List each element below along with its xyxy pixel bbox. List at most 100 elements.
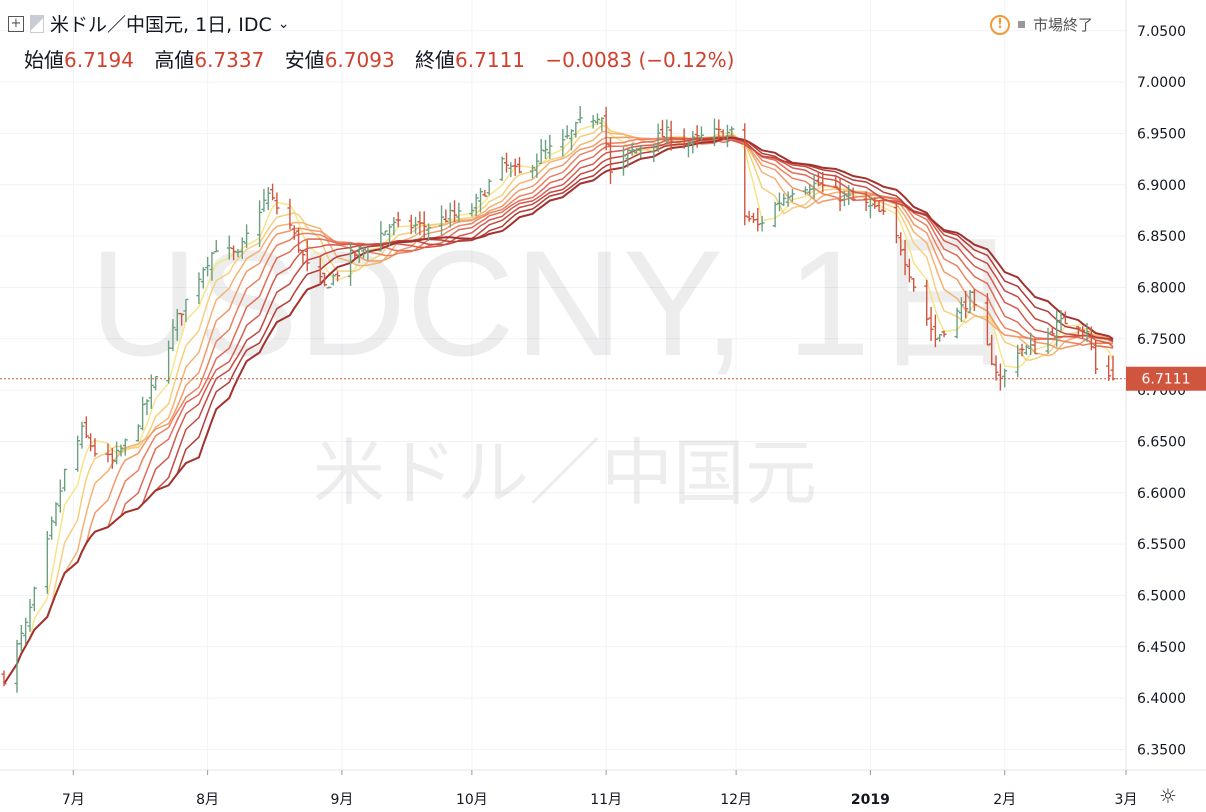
ohlc-bar xyxy=(1080,325,1086,339)
ohlc-bar xyxy=(1084,322,1090,342)
ohlc-bar xyxy=(603,106,609,151)
x-axis: 7月 8月 9月 10月 11月 12月 2019 2月 3月 xyxy=(62,770,1138,808)
ohlc-bar xyxy=(841,191,847,207)
settings-gear-icon[interactable]: ☼ xyxy=(1159,784,1177,808)
ohlc-bar xyxy=(140,396,146,431)
ohlc-bar xyxy=(1002,368,1008,388)
ma-line xyxy=(3,134,1114,685)
ohlc-bar xyxy=(811,174,817,199)
warning-icon[interactable]: ! xyxy=(990,14,1010,35)
ma-line xyxy=(3,124,1114,685)
ohlc-bar xyxy=(326,286,332,289)
ohlc-bar xyxy=(382,230,388,236)
ohlc-bar xyxy=(304,240,310,272)
ohlc-bar xyxy=(620,147,626,176)
x-tick-label: 11月 xyxy=(590,792,622,808)
ohlc-bar xyxy=(1093,340,1099,375)
market-status[interactable]: ! 市場終了 xyxy=(990,14,1093,35)
ohlc-bar xyxy=(413,216,419,234)
ohlc-bar xyxy=(716,119,722,140)
chart-header: + 米ドル／中国元, 1日, IDC ⌄ 始値6.7194 高値6.7337 安… xyxy=(0,0,1120,80)
moving-average-ribbon xyxy=(3,118,1114,685)
y-tick-label: 6.8500 xyxy=(1137,229,1186,245)
ohlc-bar xyxy=(659,119,665,138)
ohlc-bar xyxy=(993,355,999,381)
ohlc-bar xyxy=(607,137,613,184)
ohlc-bar xyxy=(183,298,189,323)
y-tick-label: 6.5000 xyxy=(1137,588,1186,604)
last-price-text: 6.7111 xyxy=(1142,372,1191,388)
ohlc-bar xyxy=(833,174,839,188)
ohlc-bar xyxy=(18,624,24,652)
ohlc-bar xyxy=(781,193,787,207)
ohlc-bar xyxy=(265,187,271,211)
ohlc-bar xyxy=(486,179,492,196)
ohlc-bar xyxy=(880,198,886,215)
y-tick-label: 6.6500 xyxy=(1137,434,1186,450)
y-tick-label: 6.8000 xyxy=(1137,280,1186,296)
ohlc-bar xyxy=(244,224,250,249)
y-tick-label: 6.3500 xyxy=(1137,742,1186,758)
ohlc-bar xyxy=(729,126,735,137)
ohlc-bar xyxy=(971,288,977,312)
ohlc-bar xyxy=(469,203,475,217)
ohlc-bar xyxy=(426,223,432,241)
y-tick-label: 7.0500 xyxy=(1137,24,1186,40)
open-label: 始値 xyxy=(24,48,64,72)
ohlc-bar xyxy=(1075,326,1081,335)
ohlc-bar xyxy=(291,225,297,240)
ohlc-bar xyxy=(179,312,185,326)
ohlc-bar xyxy=(114,441,120,465)
expand-icon[interactable]: + xyxy=(8,15,24,32)
x-tick-label: 3月 xyxy=(1115,792,1138,808)
ohlc-bar xyxy=(941,330,947,338)
ohlc-bar xyxy=(685,141,691,158)
ohlc-bar xyxy=(599,117,605,131)
ohlc-bar xyxy=(79,421,85,449)
y-tick-label: 6.7500 xyxy=(1137,332,1186,348)
ohlc-bar xyxy=(902,239,908,276)
ohlc-bar xyxy=(928,307,934,342)
x-tick-label: 9月 xyxy=(330,792,353,808)
symbol-title[interactable]: 米ドル／中国元, 1日, IDC xyxy=(50,14,272,36)
y-tick-label: 7.0000 xyxy=(1137,75,1186,91)
ohlc-bar xyxy=(629,142,635,156)
y-tick-label: 6.6000 xyxy=(1137,486,1186,502)
ohlc-bar xyxy=(209,251,215,281)
ohlc-bar xyxy=(378,221,384,252)
ohlc-bar xyxy=(1110,355,1116,381)
high-label: 高値 xyxy=(154,48,195,72)
change-value: −0.0083 (−0.12%) xyxy=(545,48,735,72)
ohlc-bar xyxy=(534,153,540,178)
ohlc-bar xyxy=(690,130,696,154)
ohlc-bar xyxy=(720,129,726,140)
ohlc-bar xyxy=(1023,344,1029,356)
ohlc-bar xyxy=(876,200,882,213)
ohlc-bar xyxy=(724,124,730,148)
ohlc-bar xyxy=(27,598,33,632)
ohlc-bar xyxy=(755,207,761,232)
ohlc-bar xyxy=(958,297,964,322)
low-value: 6.7093 xyxy=(324,48,395,72)
ma-line xyxy=(3,137,1114,685)
ohlc-bar xyxy=(200,267,206,289)
ohlc-bar xyxy=(651,143,657,163)
ohlc-bar xyxy=(911,278,917,292)
x-tick-label: 2月 xyxy=(993,792,1016,808)
ohlc-bar xyxy=(231,245,237,261)
ohlc-bar xyxy=(205,256,211,277)
ohlc-bar xyxy=(655,123,661,152)
ohlc-bar xyxy=(850,187,856,200)
ohlc-bar xyxy=(83,416,89,439)
ohlc-row: 始値6.7194 高値6.7337 安値6.7093 終値6.7111 −0.0… xyxy=(24,44,734,73)
ohlc-bar xyxy=(746,210,752,222)
y-tick-label: 6.4500 xyxy=(1137,640,1186,656)
ohlc-bar xyxy=(504,152,510,173)
x-tick-label: 10月 xyxy=(456,792,488,808)
ohlc-bar xyxy=(937,334,943,342)
ohlc-bar xyxy=(122,438,128,456)
ohlc-bar xyxy=(772,201,778,228)
chevron-down-icon[interactable]: ⌄ xyxy=(277,15,290,32)
ohlc-bar xyxy=(815,172,821,187)
